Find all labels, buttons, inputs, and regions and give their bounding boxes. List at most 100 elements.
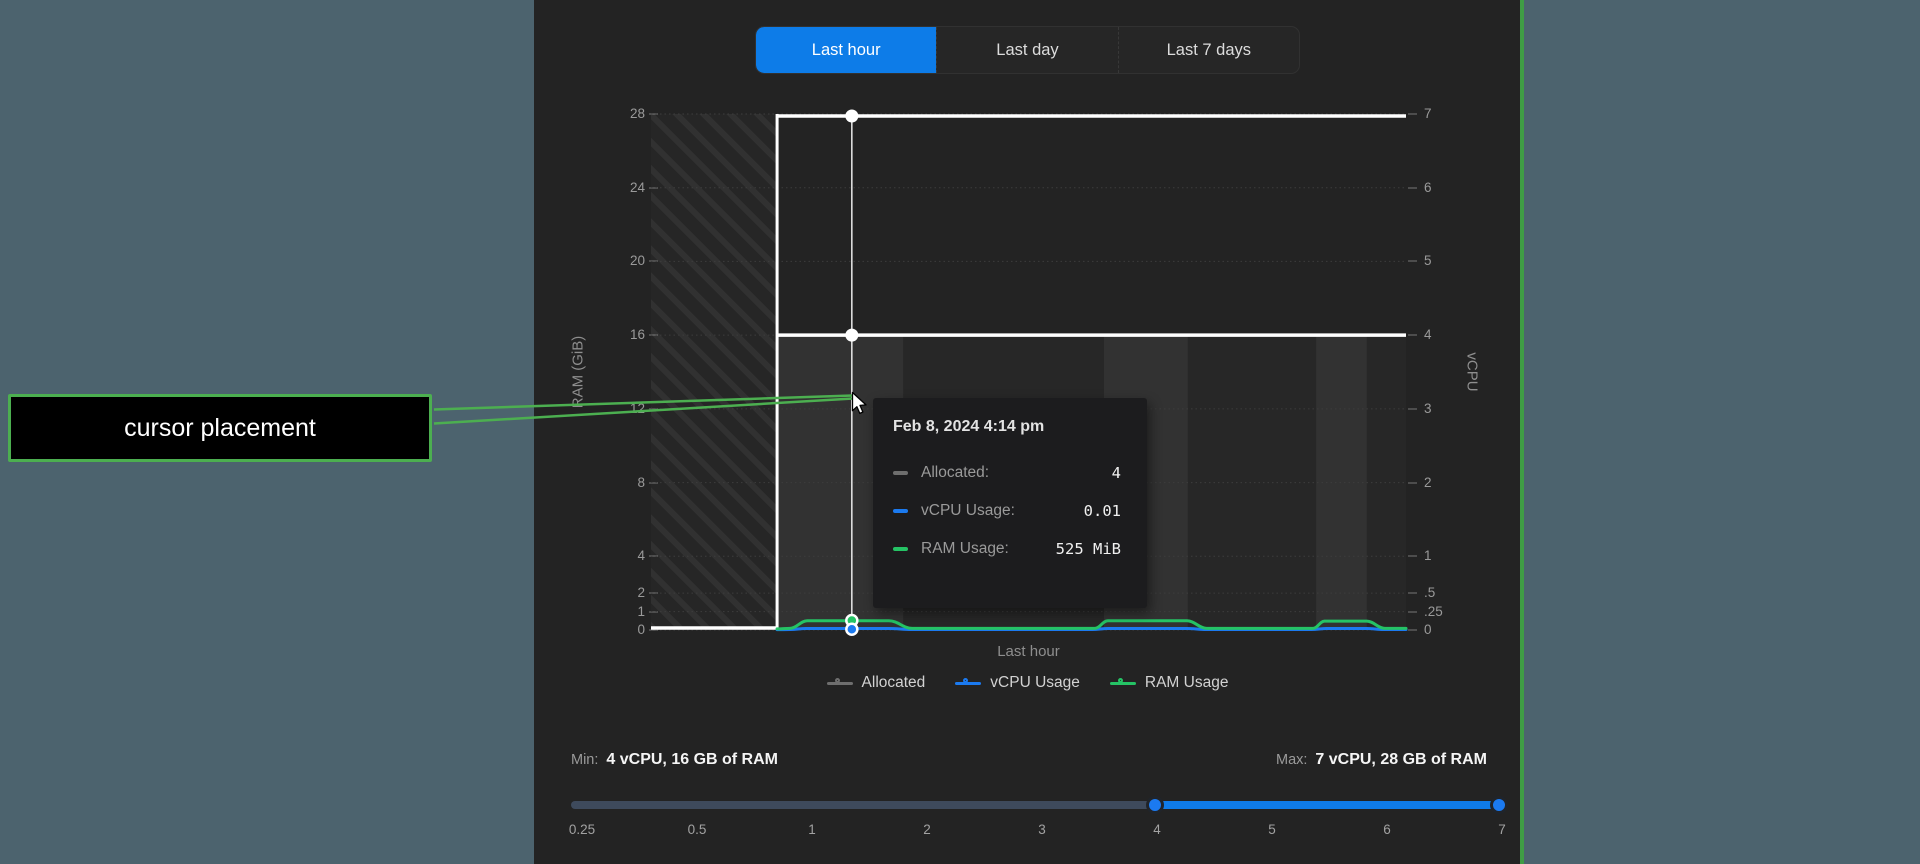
right-axis-tick-mark: [1408, 113, 1417, 115]
right-axis-title: vCPU: [1463, 352, 1481, 392]
left-axis-tick-label: 12: [629, 400, 645, 416]
right-axis-tick-label: 5: [1424, 253, 1432, 269]
slider-tick-5: 5: [1268, 822, 1276, 837]
slider-tick-4: 4: [1153, 822, 1161, 837]
slider-tick-025: 0.25: [568, 822, 596, 837]
right-axis-tick-mark: [1408, 610, 1417, 613]
ram-dash-icon: [893, 547, 908, 551]
tooltip-value: 0.01: [1083, 502, 1121, 520]
chart-tooltip: Feb 8, 2024 4:14 pm Allocated: 4 vCPU Us…: [873, 398, 1147, 608]
right-axis-tick-label: 0: [1424, 622, 1432, 637]
left-axis-tick-mark: [649, 629, 658, 631]
right-axis-tick-label: 3: [1424, 400, 1432, 416]
left-axis-tick-label: 28: [629, 106, 645, 121]
left-axis-tick-mark: [649, 260, 658, 263]
vcpu-dash-icon: [893, 509, 908, 513]
left-axis-tick-label: 4: [637, 548, 645, 564]
left-axis-title: RAM (GiB): [569, 335, 587, 409]
tooltip-row-ram: RAM Usage: 525 MiB: [893, 538, 1121, 560]
right-axis-tick-mark: [1408, 592, 1417, 595]
legend-item-ram-usage[interactable]: RAM Usage: [1109, 674, 1229, 692]
right-axis-tick-label: .5: [1424, 585, 1436, 601]
active-period-band: [1316, 335, 1367, 630]
slider-min-thumb[interactable]: [1146, 796, 1164, 814]
left-axis-tick-mark: [649, 481, 658, 484]
right-axis-tick-label: 2: [1424, 474, 1432, 490]
left-axis-tick-mark: [649, 610, 658, 613]
right-axis-tick-label: .25: [1424, 603, 1443, 619]
right-axis-tick-label: 4: [1424, 327, 1432, 343]
ram-series-icon: [1109, 677, 1136, 689]
right-axis-tick-mark: [1408, 629, 1417, 631]
left-axis-tick-label: 24: [629, 179, 645, 195]
tooltip-value: 4: [1111, 464, 1121, 482]
legend-item-allocated[interactable]: Allocated: [826, 674, 926, 692]
vcpu-usage-line: [775, 627, 1408, 632]
ram-usage-line: [775, 619, 1408, 631]
left-axis-tick-mark: [649, 113, 658, 115]
left-axis-tick-label: 16: [629, 327, 645, 343]
slider-tick-6: 6: [1383, 822, 1391, 837]
tooltip-label: vCPU Usage:: [921, 502, 1015, 519]
tooltip-label: RAM Usage:: [921, 540, 1009, 557]
right-axis-tick-mark: [1408, 260, 1417, 263]
compute-range-slider[interactable]: [571, 796, 1508, 814]
chart-legend: Allocated vCPU Usage RAM Usage: [534, 674, 1521, 692]
left-axis-tick-mark: [649, 592, 658, 595]
left-axis-tick-label: 8: [637, 474, 645, 490]
x-axis-label: Last hour: [997, 643, 1060, 660]
max-value: 7 vCPU, 28 GB of RAM: [1315, 751, 1487, 768]
allocated-series-icon: [826, 677, 853, 689]
callout-label: cursor placement: [124, 413, 316, 442]
max-limit: Max: 7 vCPU, 28 GB of RAM: [1276, 751, 1487, 769]
left-axis-tick-label: 1: [637, 603, 645, 619]
legend-label-allocated: Allocated: [861, 674, 926, 691]
vcpu-series-icon: [955, 677, 982, 689]
cursor-placement-callout: cursor placement: [8, 394, 432, 462]
slider-tick-2: 2: [923, 822, 931, 837]
slider-selected-range: [1155, 801, 1499, 809]
left-axis-tick-mark: [649, 334, 658, 337]
tab-last-7-days[interactable]: Last 7 days: [1117, 27, 1299, 73]
right-axis-tick-mark: [1408, 555, 1417, 558]
right-axis-tick-mark: [1408, 334, 1417, 337]
legend-label-vcpu-usage: vCPU Usage: [990, 674, 1080, 691]
tooltip-label: Allocated:: [921, 464, 990, 481]
tooltip-row-allocated: Allocated: 4: [893, 462, 1121, 484]
slider-tick-05: 0.5: [687, 822, 707, 837]
left-axis-tick-mark: [649, 186, 658, 189]
left-axis-tick-label: 0: [637, 622, 645, 637]
left-axis-tick-label: 20: [629, 253, 645, 269]
tooltip-value: 525 MiB: [1055, 540, 1121, 558]
right-axis-tick-mark: [1408, 481, 1417, 484]
tooltip-timestamp: Feb 8, 2024 4:14 pm: [893, 418, 1045, 435]
time-range-tabs: Last hour Last day Last 7 days: [755, 26, 1300, 74]
min-limit: Min: 4 vCPU, 16 GB of RAM: [571, 751, 778, 769]
right-axis-tick-label: 6: [1424, 179, 1432, 195]
right-axis-tick-mark: [1408, 186, 1417, 189]
right-axis-tick-label: 1: [1424, 548, 1432, 564]
slider-tick-7: 7: [1498, 822, 1506, 837]
right-axis-tick-mark: [1408, 407, 1417, 410]
panel-edge-highlight: [1520, 0, 1524, 864]
allocated-max-hover-dot: [845, 109, 859, 123]
left-axis-tick-mark: [649, 555, 658, 558]
left-axis-tick-label: 2: [637, 585, 645, 601]
tab-last-hour[interactable]: Last hour: [756, 27, 937, 73]
slider-tick-3: 3: [1038, 822, 1046, 837]
legend-label-ram-usage: RAM Usage: [1144, 674, 1229, 691]
min-value: 4 vCPU, 16 GB of RAM: [606, 751, 778, 768]
no-data-hatch-region: [651, 114, 778, 630]
allocated-min-hover-dot: [845, 328, 859, 342]
right-axis-tick-label: 7: [1424, 106, 1432, 121]
slider-tick-1: 1: [808, 822, 816, 837]
allocated-dash-icon: [893, 471, 908, 475]
tooltip-row-vcpu: vCPU Usage: 0.01: [893, 500, 1121, 522]
tab-last-day[interactable]: Last day: [936, 27, 1117, 73]
vcpu-usage-hover-dot: [845, 622, 859, 637]
min-label: Min:: [571, 752, 599, 768]
max-label: Max:: [1275, 752, 1308, 768]
legend-item-vcpu-usage[interactable]: vCPU Usage: [955, 674, 1080, 692]
slider-max-thumb[interactable]: [1490, 796, 1508, 814]
